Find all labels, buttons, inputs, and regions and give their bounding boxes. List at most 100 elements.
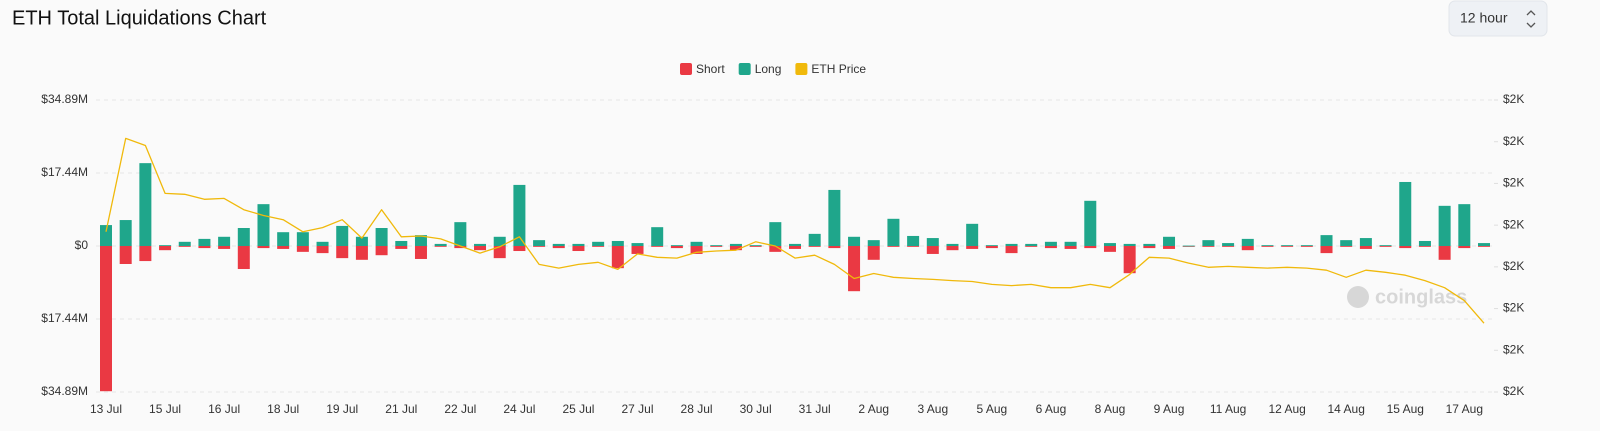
bar xyxy=(257,246,270,249)
legend: Short Long ETH Price xyxy=(680,62,866,76)
bar xyxy=(1044,241,1057,246)
bar xyxy=(690,246,703,254)
bar xyxy=(1418,240,1431,246)
bar xyxy=(296,246,309,252)
bar xyxy=(789,243,801,246)
select-box[interactable] xyxy=(1448,0,1548,37)
bar xyxy=(375,246,388,256)
bar xyxy=(926,246,939,254)
bar xyxy=(1123,243,1136,246)
legend-swatch xyxy=(738,63,751,75)
x-tick-label: 24 Jul xyxy=(503,402,535,416)
bar xyxy=(316,241,329,246)
bar xyxy=(159,245,172,246)
bar xyxy=(690,241,703,246)
bar xyxy=(198,238,211,246)
bar xyxy=(572,246,585,252)
bar xyxy=(552,246,565,249)
watermark-logo xyxy=(1347,286,1369,308)
y-tick-label: $34.89M xyxy=(41,92,88,106)
bar xyxy=(139,163,152,246)
bar xyxy=(1182,245,1195,247)
x-tick-label: 5 Aug xyxy=(977,402,1008,416)
x-tick-label: 13 Jul xyxy=(90,402,122,416)
bar xyxy=(513,184,526,246)
bar xyxy=(375,228,388,246)
interval-select[interactable]: 12 hour xyxy=(1448,0,1548,37)
bar xyxy=(1202,246,1215,247)
bar xyxy=(985,246,998,249)
y2-tick-label: $2K xyxy=(1503,176,1524,190)
bar xyxy=(257,204,270,246)
bar xyxy=(119,220,132,246)
bar xyxy=(710,245,723,246)
bar xyxy=(631,246,644,254)
bar xyxy=(1005,246,1018,254)
bar xyxy=(1064,241,1077,246)
bar xyxy=(218,246,231,249)
bar xyxy=(769,222,782,246)
bar xyxy=(828,189,841,246)
bar xyxy=(887,246,900,247)
legend-label: ETH Price xyxy=(811,62,866,76)
bar xyxy=(808,233,821,246)
bar xyxy=(395,246,408,249)
bar xyxy=(178,241,191,246)
bar xyxy=(493,236,506,246)
bar xyxy=(1182,246,1195,247)
bar xyxy=(926,238,939,246)
bar xyxy=(414,246,427,259)
bar xyxy=(867,240,880,246)
bar xyxy=(592,246,605,247)
bar xyxy=(848,246,861,292)
bar xyxy=(1418,246,1431,247)
bar xyxy=(907,235,920,246)
watermark-text: coinglass xyxy=(1375,286,1467,308)
bar xyxy=(1143,243,1156,246)
bar xyxy=(454,246,467,249)
x-tick-label: 21 Jul xyxy=(385,402,417,416)
bar xyxy=(1123,246,1136,274)
bar xyxy=(1241,238,1254,246)
y-tick-label: $34.89M xyxy=(41,384,88,398)
bar xyxy=(316,246,329,254)
x-tick-label: 30 Jul xyxy=(740,402,772,416)
bar xyxy=(966,246,979,249)
bar xyxy=(237,228,250,246)
bar xyxy=(1399,181,1412,246)
bar xyxy=(729,243,742,246)
bar xyxy=(710,246,723,247)
bar xyxy=(159,246,172,251)
bar xyxy=(1261,245,1274,246)
bar xyxy=(1478,246,1490,247)
x-tick-label: 31 Jul xyxy=(799,402,831,416)
bar xyxy=(828,246,841,249)
y2-tick-label: $2K xyxy=(1503,342,1524,356)
bar xyxy=(1438,205,1451,246)
bar xyxy=(1084,200,1097,246)
x-tick-label: 27 Jul xyxy=(621,402,653,416)
x-tick-label: 19 Jul xyxy=(326,402,358,416)
bar xyxy=(1044,246,1057,249)
legend-swatch xyxy=(795,63,808,75)
x-tick-label: 15 Jul xyxy=(149,402,181,416)
bar xyxy=(1340,246,1353,247)
x-tick-label: 14 Aug xyxy=(1328,402,1365,416)
select-chevron xyxy=(1526,10,1536,28)
bar xyxy=(1438,246,1451,260)
x-tick-label: 6 Aug xyxy=(1036,402,1067,416)
y2-tick-label: $2K xyxy=(1503,217,1524,231)
bar xyxy=(749,246,762,247)
bar xyxy=(651,246,664,247)
select-value[interactable]: 12 hour xyxy=(1460,10,1508,26)
x-tick-label: 15 Aug xyxy=(1387,402,1424,416)
x-tick-label: 18 Jul xyxy=(267,402,299,416)
watermark: coinglass xyxy=(1347,286,1467,308)
bar xyxy=(119,246,132,264)
bar xyxy=(336,225,349,246)
y2-tick-label: $2K xyxy=(1503,92,1524,106)
x-tick-label: 8 Aug xyxy=(1095,402,1126,416)
bar xyxy=(946,243,959,246)
x-tick-label: 25 Jul xyxy=(562,402,594,416)
bar xyxy=(237,246,250,270)
